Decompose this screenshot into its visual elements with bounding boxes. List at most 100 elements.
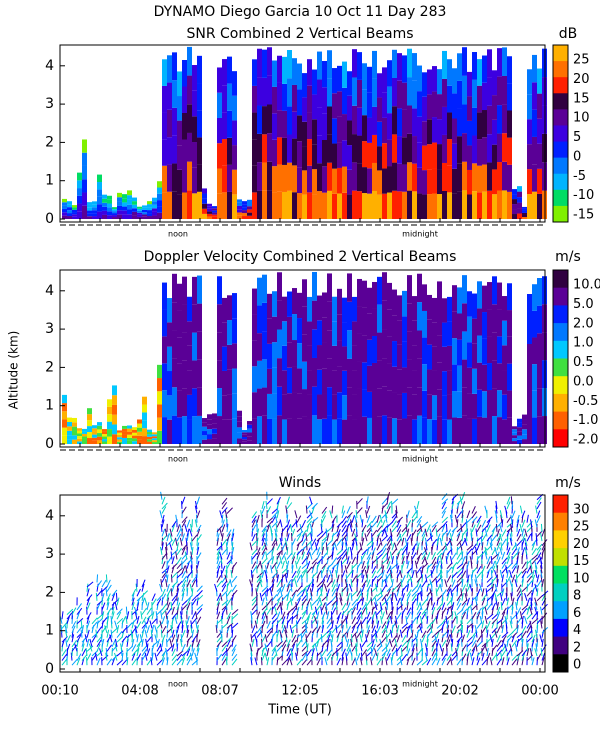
wind-barb: [441, 498, 449, 505]
field-cell: [377, 194, 382, 219]
field-cell: [322, 368, 327, 394]
wind-barb: [250, 652, 253, 661]
field-cell: [227, 295, 232, 321]
field-cell: [367, 142, 372, 169]
field-cell: [192, 388, 197, 417]
field-cell: [182, 139, 187, 166]
field-cell: [297, 115, 302, 142]
wind-barb: [321, 640, 328, 648]
field-cell: [482, 110, 487, 138]
wind-barb: [225, 602, 228, 611]
wind-barb: [296, 525, 304, 533]
wind-barb: [306, 598, 311, 606]
wind-barb: [165, 648, 168, 657]
field-cell: [252, 288, 257, 315]
wind-barb: [386, 648, 391, 657]
field-cell: [427, 119, 432, 145]
field-cell: [342, 370, 347, 396]
wind-barb: [311, 502, 318, 510]
wind-barb: [321, 515, 326, 523]
field-cell: [232, 120, 237, 146]
wind-barb: [456, 539, 463, 546]
field-cell: [242, 432, 247, 435]
field-cell: [537, 168, 542, 194]
field-cell: [372, 162, 377, 191]
wind-barb: [116, 608, 123, 615]
wind-barb: [446, 625, 450, 634]
wind-barb: [365, 652, 368, 661]
field-cell: [112, 213, 117, 216]
field-cell: [187, 161, 192, 191]
wind-barb: [269, 524, 273, 533]
wind-barb: [106, 629, 110, 638]
field-cell: [227, 394, 232, 420]
wind-barb: [356, 498, 363, 505]
field-cell: [242, 207, 247, 211]
wind-barb: [334, 542, 338, 551]
field-cell: [127, 209, 132, 215]
field-cell: [242, 434, 247, 437]
wind-barb: [181, 547, 186, 556]
field-cell: [177, 120, 182, 146]
field-cell: [297, 167, 302, 194]
wind-barb: [331, 505, 334, 514]
field-cell: [187, 394, 192, 420]
field-cell: [132, 204, 137, 209]
wind-barb: [95, 629, 98, 638]
wind-barb: [534, 629, 538, 638]
field-cell: [237, 432, 242, 439]
field-cell: [117, 201, 122, 206]
wind-barb: [355, 648, 358, 657]
field-cell: [202, 193, 207, 199]
wind-barb: [328, 629, 333, 638]
wind-barb: [421, 608, 428, 615]
wind-barb: [466, 624, 469, 634]
colorbar-swatch: [553, 61, 568, 78]
field-cell: [242, 210, 247, 214]
colorbar-label: 15: [573, 554, 590, 569]
field-cell: [292, 340, 297, 367]
wind-barb: [291, 556, 296, 565]
field-cell: [292, 392, 297, 419]
field-cell: [397, 419, 402, 444]
wind-barb: [226, 611, 232, 620]
field-cell: [467, 291, 472, 317]
wind-barb: [301, 570, 307, 579]
wind-barb: [466, 548, 473, 556]
wind-barb: [376, 525, 383, 533]
wind-barb: [265, 551, 268, 560]
wind-barb: [325, 528, 328, 537]
field-cell: [462, 133, 467, 162]
wind-barb: [344, 579, 348, 588]
field-cell: [262, 331, 267, 360]
wind-barb: [181, 533, 185, 542]
wind-barb: [536, 594, 544, 602]
field-cell: [112, 385, 117, 396]
wind-barb: [486, 636, 494, 643]
wind-barb: [361, 580, 367, 588]
wind-barb: [281, 574, 284, 583]
colorbar-swatch: [553, 530, 568, 549]
wind-barb: [380, 588, 383, 597]
field-cell: [62, 435, 67, 444]
wind-barb: [195, 574, 198, 583]
wind-barb: [456, 597, 461, 606]
wind-barb: [144, 597, 148, 606]
field-cell: [62, 419, 67, 428]
wind-barb: [376, 549, 384, 556]
field-cell: [147, 434, 152, 437]
field-cell: [507, 363, 512, 391]
field-cell: [192, 416, 197, 444]
wind-barb: [305, 638, 308, 647]
wind-barb: [161, 542, 164, 551]
wind-barb: [326, 599, 334, 606]
wind-barb: [301, 551, 305, 560]
field-cell: [167, 191, 172, 219]
wind-barb: [510, 514, 513, 523]
field-cell: [382, 193, 387, 219]
field-cell: [117, 439, 122, 442]
y-tick-label: 2: [45, 584, 54, 600]
field-cell: [92, 216, 97, 219]
field-cell: [367, 92, 372, 118]
field-cell: [397, 394, 402, 420]
